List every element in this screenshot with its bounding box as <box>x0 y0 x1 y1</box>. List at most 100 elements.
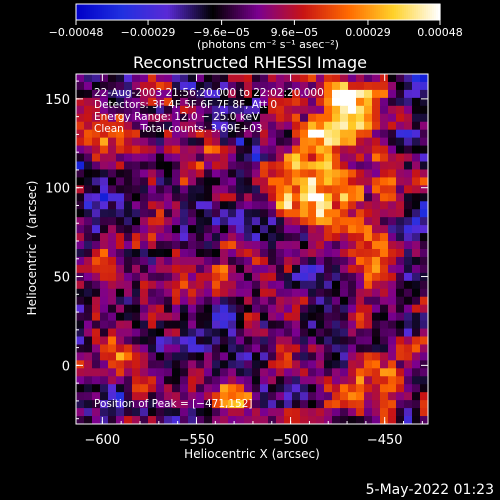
heatmap-pixel <box>372 121 381 131</box>
heatmap-pixel <box>276 217 285 226</box>
heatmap-pixel <box>180 360 189 369</box>
heatmap-pixel <box>108 97 117 107</box>
heatmap-pixel <box>284 368 293 377</box>
heatmap-pixel <box>172 360 181 369</box>
colorbar-cell <box>116 4 119 20</box>
heatmap-pixel <box>212 145 221 155</box>
heatmap-pixel <box>292 74 301 83</box>
heatmap-pixel <box>148 360 157 369</box>
heatmap-pixel <box>204 121 213 131</box>
heatmap-pixel <box>356 336 365 345</box>
heatmap-pixel <box>340 264 349 274</box>
heatmap-pixel <box>292 89 301 99</box>
heatmap-pixel <box>156 288 165 298</box>
heatmap-pixel <box>188 296 197 306</box>
heatmap-pixel <box>76 304 85 314</box>
heatmap-pixel <box>356 209 365 218</box>
heatmap-pixel <box>220 121 229 131</box>
heatmap-pixel <box>396 225 405 234</box>
heatmap-pixel <box>316 408 325 417</box>
heatmap-pixel <box>412 233 421 242</box>
heatmap-pixel <box>412 288 421 298</box>
heatmap-pixel <box>172 97 181 107</box>
heatmap-pixel <box>412 249 421 258</box>
heatmap-pixel <box>388 97 397 107</box>
heatmap-pixel <box>180 408 189 417</box>
heatmap-pixel <box>108 256 117 266</box>
heatmap-pixel <box>356 81 365 91</box>
heatmap-pixel <box>420 241 428 250</box>
heatmap-pixel <box>308 336 317 345</box>
heatmap-pixel <box>300 328 309 337</box>
heatmap-pixel <box>204 201 213 210</box>
heatmap-pixel <box>156 217 165 226</box>
heatmap-pixel <box>204 296 213 306</box>
heatmap-pixel <box>132 384 141 393</box>
heatmap-pixel <box>228 233 237 242</box>
heatmap-pixel <box>92 376 101 385</box>
heatmap-pixel <box>284 296 293 306</box>
heatmap-pixel <box>76 153 85 162</box>
heatmap-pixel <box>260 169 269 178</box>
heatmap-pixel <box>140 137 149 147</box>
heatmap-pixel <box>156 209 165 218</box>
heatmap-pixel <box>116 344 125 353</box>
heatmap-pixel <box>76 384 85 393</box>
heatmap-pixel <box>412 360 421 369</box>
heatmap-pixel <box>172 89 181 99</box>
colorbar-cell <box>78 4 81 20</box>
colorbar-cell <box>382 4 385 20</box>
heatmap-pixel <box>260 384 269 393</box>
heatmap-pixel <box>228 328 237 337</box>
heatmap-pixel <box>172 256 181 266</box>
heatmap-pixel <box>116 121 125 131</box>
heatmap-pixel <box>412 121 421 131</box>
heatmap-pixel <box>244 368 253 377</box>
heatmap-pixel <box>196 74 205 83</box>
heatmap-pixel <box>324 368 333 377</box>
colorbar-cell <box>240 4 243 20</box>
heatmap-pixel <box>76 352 85 361</box>
heatmap-pixel <box>196 384 205 393</box>
heatmap-pixel <box>100 272 109 282</box>
heatmap-pixel <box>380 193 389 202</box>
heatmap-pixel <box>204 280 213 290</box>
heatmap-pixel <box>420 408 428 417</box>
heatmap-pixel <box>396 74 405 83</box>
heatmap-pixel <box>412 368 421 377</box>
heatmap-pixel <box>292 169 301 178</box>
heatmap-pixel <box>380 368 389 377</box>
heatmap-pixel <box>380 121 389 131</box>
heatmap-pixel <box>356 97 365 107</box>
heatmap-pixel <box>252 201 261 210</box>
colorbar-cell <box>214 4 217 20</box>
heatmap-pixel <box>396 81 405 91</box>
heatmap-pixel <box>268 209 277 218</box>
heatmap-pixel <box>300 400 309 409</box>
heatmap-pixel <box>100 249 109 258</box>
heatmap-pixel <box>236 89 245 99</box>
heatmap-pixel <box>388 217 397 226</box>
heatmap-pixel <box>308 153 317 162</box>
heatmap-pixel <box>180 153 189 162</box>
heatmap-pixel <box>76 249 85 258</box>
heatmap-pixel <box>308 344 317 353</box>
colorbar-cell <box>400 4 403 20</box>
heatmap-pixel <box>324 129 333 139</box>
heatmap-pixel <box>188 256 197 266</box>
heatmap-pixel <box>380 113 389 123</box>
heatmap-pixel <box>92 161 101 170</box>
heatmap-pixel <box>380 233 389 242</box>
heatmap-pixel <box>396 193 405 202</box>
heatmap-pixel <box>372 264 381 274</box>
heatmap-pixel <box>92 352 101 361</box>
heatmap-pixel <box>364 360 373 369</box>
heatmap-pixel <box>316 296 325 306</box>
heatmap-pixel <box>276 193 285 202</box>
heatmap-pixel <box>276 280 285 290</box>
heatmap-pixel <box>188 145 197 155</box>
heatmap-pixel <box>132 368 141 377</box>
heatmap-pixel <box>380 376 389 385</box>
heatmap-pixel <box>348 328 357 337</box>
heatmap-pixel <box>316 288 325 298</box>
